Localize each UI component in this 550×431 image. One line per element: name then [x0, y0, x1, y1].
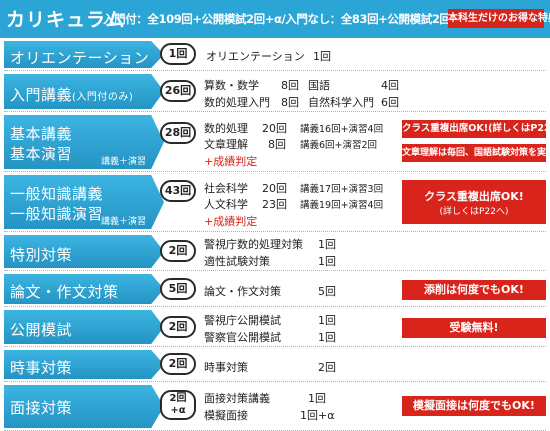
item-count: 8回 [268, 138, 286, 151]
session-count-badge: 5回 [160, 278, 196, 300]
course-name: 面接対策 [10, 399, 73, 417]
course-label: 時事対策 [4, 350, 164, 379]
item-count: 20回 [262, 122, 287, 135]
course-name: 論文・作文対策 [10, 283, 119, 301]
item-count: 4回 [381, 79, 399, 92]
page-title: カリキュラム [6, 9, 126, 31]
item-name: 時事対策 [204, 361, 248, 374]
course-label: 面接対策 [4, 385, 164, 428]
callout-unlimited-mock-interview: 模擬面接は何度でもOK! [402, 396, 546, 416]
count-extra: +α [170, 405, 186, 416]
course-name: 特別対策 [10, 246, 73, 264]
row-interview: 面接対策 2回 +α 面接対策講義 1回 模擬面接 1回+α 模擬面接は何度でも… [0, 382, 550, 431]
item-count: 6回 [381, 96, 399, 109]
session-count-badge: 2回 [160, 353, 196, 375]
course-label: 入門講義(入門付のみ) [4, 74, 164, 109]
item-name: 警視庁数的処理対策 [204, 238, 303, 251]
item-name: 論文・作文対策 [204, 285, 281, 298]
callout-main-text: クラス重複出席OK! [424, 190, 524, 203]
item-name: 模擬面接 [204, 409, 248, 422]
course-label: 基本講義 基本演習 講義＋演習 [4, 115, 164, 169]
course-label: 一般知識講義 一般知識演習 講義＋演習 [4, 175, 164, 229]
course-name: 基本講義 [10, 125, 73, 143]
row-orientation: オリエンテーション 1回 オリエンテーション 1回 [0, 38, 550, 71]
session-count-badge: 26回 [160, 80, 196, 102]
course-name: 一般知識演習 [10, 205, 104, 223]
session-count-badge: 2回 +α [160, 390, 196, 420]
session-count-badge: 2回 [160, 316, 196, 338]
item-count: 2回 [318, 361, 336, 374]
item-name: 数的処理入門 [204, 96, 270, 109]
item-name: 適性試験対策 [204, 255, 270, 268]
item-count: 8回 [281, 79, 299, 92]
item-count: 1回 [318, 314, 336, 327]
course-name: 入門講義(入門付のみ) [10, 86, 134, 104]
item-breakdown: 講義19回+演習4回 [300, 200, 384, 211]
row-general-knowledge: 一般知識講義 一般知識演習 講義＋演習 43回 社会科学 20回 講義17回+演… [0, 172, 550, 232]
callout-unlimited-correction: 添削は何度でもOK! [402, 280, 546, 300]
course-label: 特別対策 [4, 235, 164, 268]
item-name: 国語 [308, 79, 330, 92]
row-essay: 論文・作文対策 5回 論文・作文対策 5回 添削は何度でもOK! [0, 271, 550, 307]
item-name: 自然科学入門 [308, 96, 374, 109]
curriculum-summary: 入門付：全109回+公開模試2回+α/入門なし：全83回+公開模試2回+α [103, 12, 468, 26]
callout-duplicate-attendance: クラス重複出席OK! (詳しくはP22へ) [402, 180, 546, 224]
course-name: 公開模試 [10, 321, 73, 339]
item-count: 1回 [308, 392, 326, 405]
item-count: 1回+α [300, 409, 335, 422]
item-breakdown: 講義17回+演習3回 [300, 184, 384, 195]
item-count: 1回 [318, 331, 336, 344]
item-count: 8回 [281, 96, 299, 109]
course-format-note: 講義＋演習 [100, 157, 146, 167]
course-label: オリエンテーション [4, 41, 164, 68]
item-name: 警視庁公開模試 [204, 314, 281, 327]
course-label: 公開模試 [4, 310, 164, 344]
course-label: 論文・作文対策 [4, 274, 164, 304]
row-special-measures: 特別対策 2回 警視庁数的処理対策 1回 適性試験対策 1回 [0, 232, 550, 271]
item-count: 1回 [313, 50, 331, 63]
grade-assessment-note: +成績判定 [204, 155, 258, 168]
session-count-badge: 43回 [160, 180, 196, 202]
row-intro-lectures: 入門講義(入門付のみ) 26回 算数・数学 8回 国語 4回 数的処理入門 8回… [0, 71, 550, 112]
item-breakdown: 講義16回+演習4回 [300, 124, 384, 135]
course-name: 一般知識講義 [10, 185, 104, 203]
item-name: 人文科学 [204, 198, 248, 211]
course-format-note: 講義＋演習 [100, 217, 146, 227]
callout-duplicate-attendance: クラス重複出席OK!(詳しくはP22へ) [402, 120, 550, 138]
item-name: 面接対策講義 [204, 392, 270, 405]
curriculum-header: カリキュラム 入門付：全109回+公開模試2回+α/入門なし：全83回+公開模試… [0, 0, 550, 38]
item-breakdown: 講義6回+演習2回 [300, 140, 378, 151]
grade-assessment-note: +成績判定 [204, 215, 258, 228]
item-name: 数的処理 [204, 122, 248, 135]
callout-japanese-exam: 文章理解は毎回、国語試験対策を実施 [402, 144, 550, 162]
course-name: 基本演習 [10, 145, 73, 163]
special-benefit-badge: 本科生だけのお得な特典 [448, 9, 550, 28]
item-name: 文章理解 [204, 138, 248, 151]
item-name: 算数・数学 [204, 79, 259, 92]
item-count: 20回 [262, 182, 287, 195]
item-count: 5回 [318, 285, 336, 298]
session-count-badge: 28回 [160, 122, 196, 144]
session-count-badge: 1回 [160, 43, 196, 65]
row-current-affairs: 時事対策 2回 時事対策 2回 [0, 347, 550, 382]
item-count: 1回 [318, 238, 336, 251]
callout-free-exam: 受験無料! [402, 318, 546, 338]
callout-sub-text: (詳しくはP22へ) [439, 207, 509, 217]
item-name: オリエンテーション [206, 50, 305, 63]
row-basic-lectures: 基本講義 基本演習 講義＋演習 28回 数的処理 20回 講義16回+演習4回 … [0, 112, 550, 172]
item-count: 1回 [318, 255, 336, 268]
item-name: 警察官公開模試 [204, 331, 281, 344]
item-name: 社会科学 [204, 182, 248, 195]
session-count-badge: 2回 [160, 240, 196, 262]
count-main: 2回 [169, 393, 187, 404]
course-name-note: (入門付のみ) [72, 92, 134, 103]
row-mock-exam: 公開模試 2回 警視庁公開模試 1回 警察官公開模試 1回 受験無料! [0, 307, 550, 347]
course-name: 時事対策 [10, 359, 73, 377]
course-name: オリエンテーション [10, 49, 150, 67]
item-count: 23回 [262, 198, 287, 211]
